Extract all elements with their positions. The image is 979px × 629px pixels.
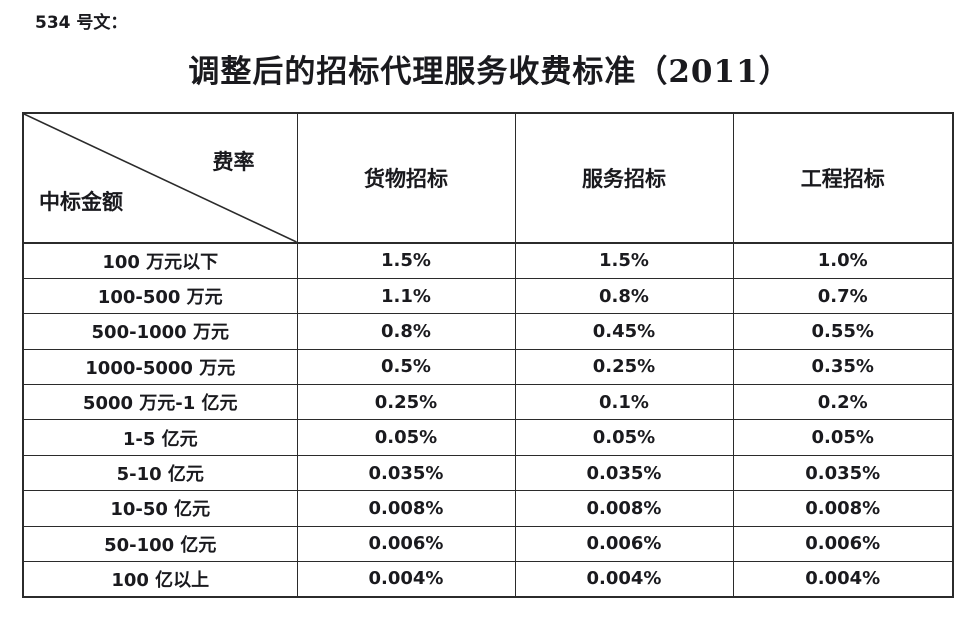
rate-cell-engineering: 0.004% <box>732 561 954 598</box>
rate-cell-services: 0.008% <box>514 490 734 527</box>
rate-cell-services: 0.8% <box>514 277 734 315</box>
amount-cell: 5-10 亿元 <box>22 454 298 492</box>
rate-cell-goods: 0.05% <box>296 419 516 456</box>
rate-cell-goods: 0.006% <box>296 525 516 563</box>
amount-cell: 100-500 万元 <box>22 277 298 315</box>
rate-cell-engineering: 0.2% <box>732 384 954 421</box>
rate-cell-services: 0.05% <box>514 419 734 456</box>
rate-cell-engineering: 0.7% <box>732 277 954 315</box>
fee-table: 费率 中标金额 货物招标 服务招标 工程招标 100 万元以下 1.5% 1.5… <box>22 112 954 598</box>
table-row: 5000 万元-1 亿元 0.25% 0.1% 0.2% <box>22 384 954 421</box>
rate-cell-engineering: 0.006% <box>732 525 954 563</box>
rate-cell-services: 0.004% <box>514 561 734 598</box>
rate-cell-goods: 1.1% <box>296 277 516 315</box>
column-header-services: 服务招标 <box>514 112 734 244</box>
rate-cell-services: 0.1% <box>514 384 734 421</box>
table-row: 100 亿以上 0.004% 0.004% 0.004% <box>22 561 954 598</box>
rate-cell-engineering: 1.0% <box>732 242 954 279</box>
amount-cell: 100 万元以下 <box>22 242 298 279</box>
rate-cell-engineering: 0.008% <box>732 490 954 527</box>
table-row: 1-5 亿元 0.05% 0.05% 0.05% <box>22 419 954 456</box>
corner-label-amount: 中标金额 <box>39 190 123 214</box>
doc-number-label: 534 号文： <box>35 13 128 33</box>
amount-cell: 500-1000 万元 <box>22 313 298 350</box>
rate-cell-engineering: 0.35% <box>732 348 954 386</box>
amount-cell: 50-100 亿元 <box>22 525 298 563</box>
amount-cell: 5000 万元-1 亿元 <box>22 384 298 421</box>
page-title: 调整后的招标代理服务收费标准（2011） <box>188 54 791 90</box>
rate-cell-engineering: 0.05% <box>732 419 954 456</box>
rate-cell-goods: 1.5% <box>296 242 516 279</box>
amount-cell: 1-5 亿元 <box>22 419 298 456</box>
rate-cell-services: 0.25% <box>514 348 734 386</box>
corner-header-cell: 费率 中标金额 <box>22 112 298 244</box>
rate-cell-services: 0.45% <box>514 313 734 350</box>
column-header-goods: 货物招标 <box>296 112 516 244</box>
rate-cell-goods: 0.8% <box>296 313 516 350</box>
diagonal-divider-line <box>24 114 297 242</box>
rate-cell-services: 0.035% <box>514 454 734 492</box>
table-row: 100-500 万元 1.1% 0.8% 0.7% <box>22 277 954 315</box>
rate-cell-goods: 0.004% <box>296 561 516 598</box>
table-row: 5-10 亿元 0.035% 0.035% 0.035% <box>22 454 954 492</box>
rate-cell-services: 1.5% <box>514 242 734 279</box>
rate-cell-goods: 0.035% <box>296 454 516 492</box>
rate-cell-goods: 0.008% <box>296 490 516 527</box>
rate-cell-engineering: 0.035% <box>732 454 954 492</box>
rate-cell-goods: 0.25% <box>296 384 516 421</box>
table-row: 10-50 亿元 0.008% 0.008% 0.008% <box>22 490 954 527</box>
amount-cell: 10-50 亿元 <box>22 490 298 527</box>
rate-cell-services: 0.006% <box>514 525 734 563</box>
table-row: 500-1000 万元 0.8% 0.45% 0.55% <box>22 313 954 350</box>
table-row: 100 万元以下 1.5% 1.5% 1.0% <box>22 242 954 279</box>
header-row: 费率 中标金额 货物招标 服务招标 工程招标 <box>22 112 954 244</box>
table-row: 1000-5000 万元 0.5% 0.25% 0.35% <box>22 348 954 386</box>
rate-cell-engineering: 0.55% <box>732 313 954 350</box>
column-header-engineering: 工程招标 <box>732 112 954 244</box>
amount-cell: 1000-5000 万元 <box>22 348 298 386</box>
corner-label-rate: 费率 <box>212 150 255 174</box>
amount-cell: 100 亿以上 <box>22 561 298 598</box>
rate-cell-goods: 0.5% <box>296 348 516 386</box>
table-row: 50-100 亿元 0.006% 0.006% 0.006% <box>22 525 954 563</box>
